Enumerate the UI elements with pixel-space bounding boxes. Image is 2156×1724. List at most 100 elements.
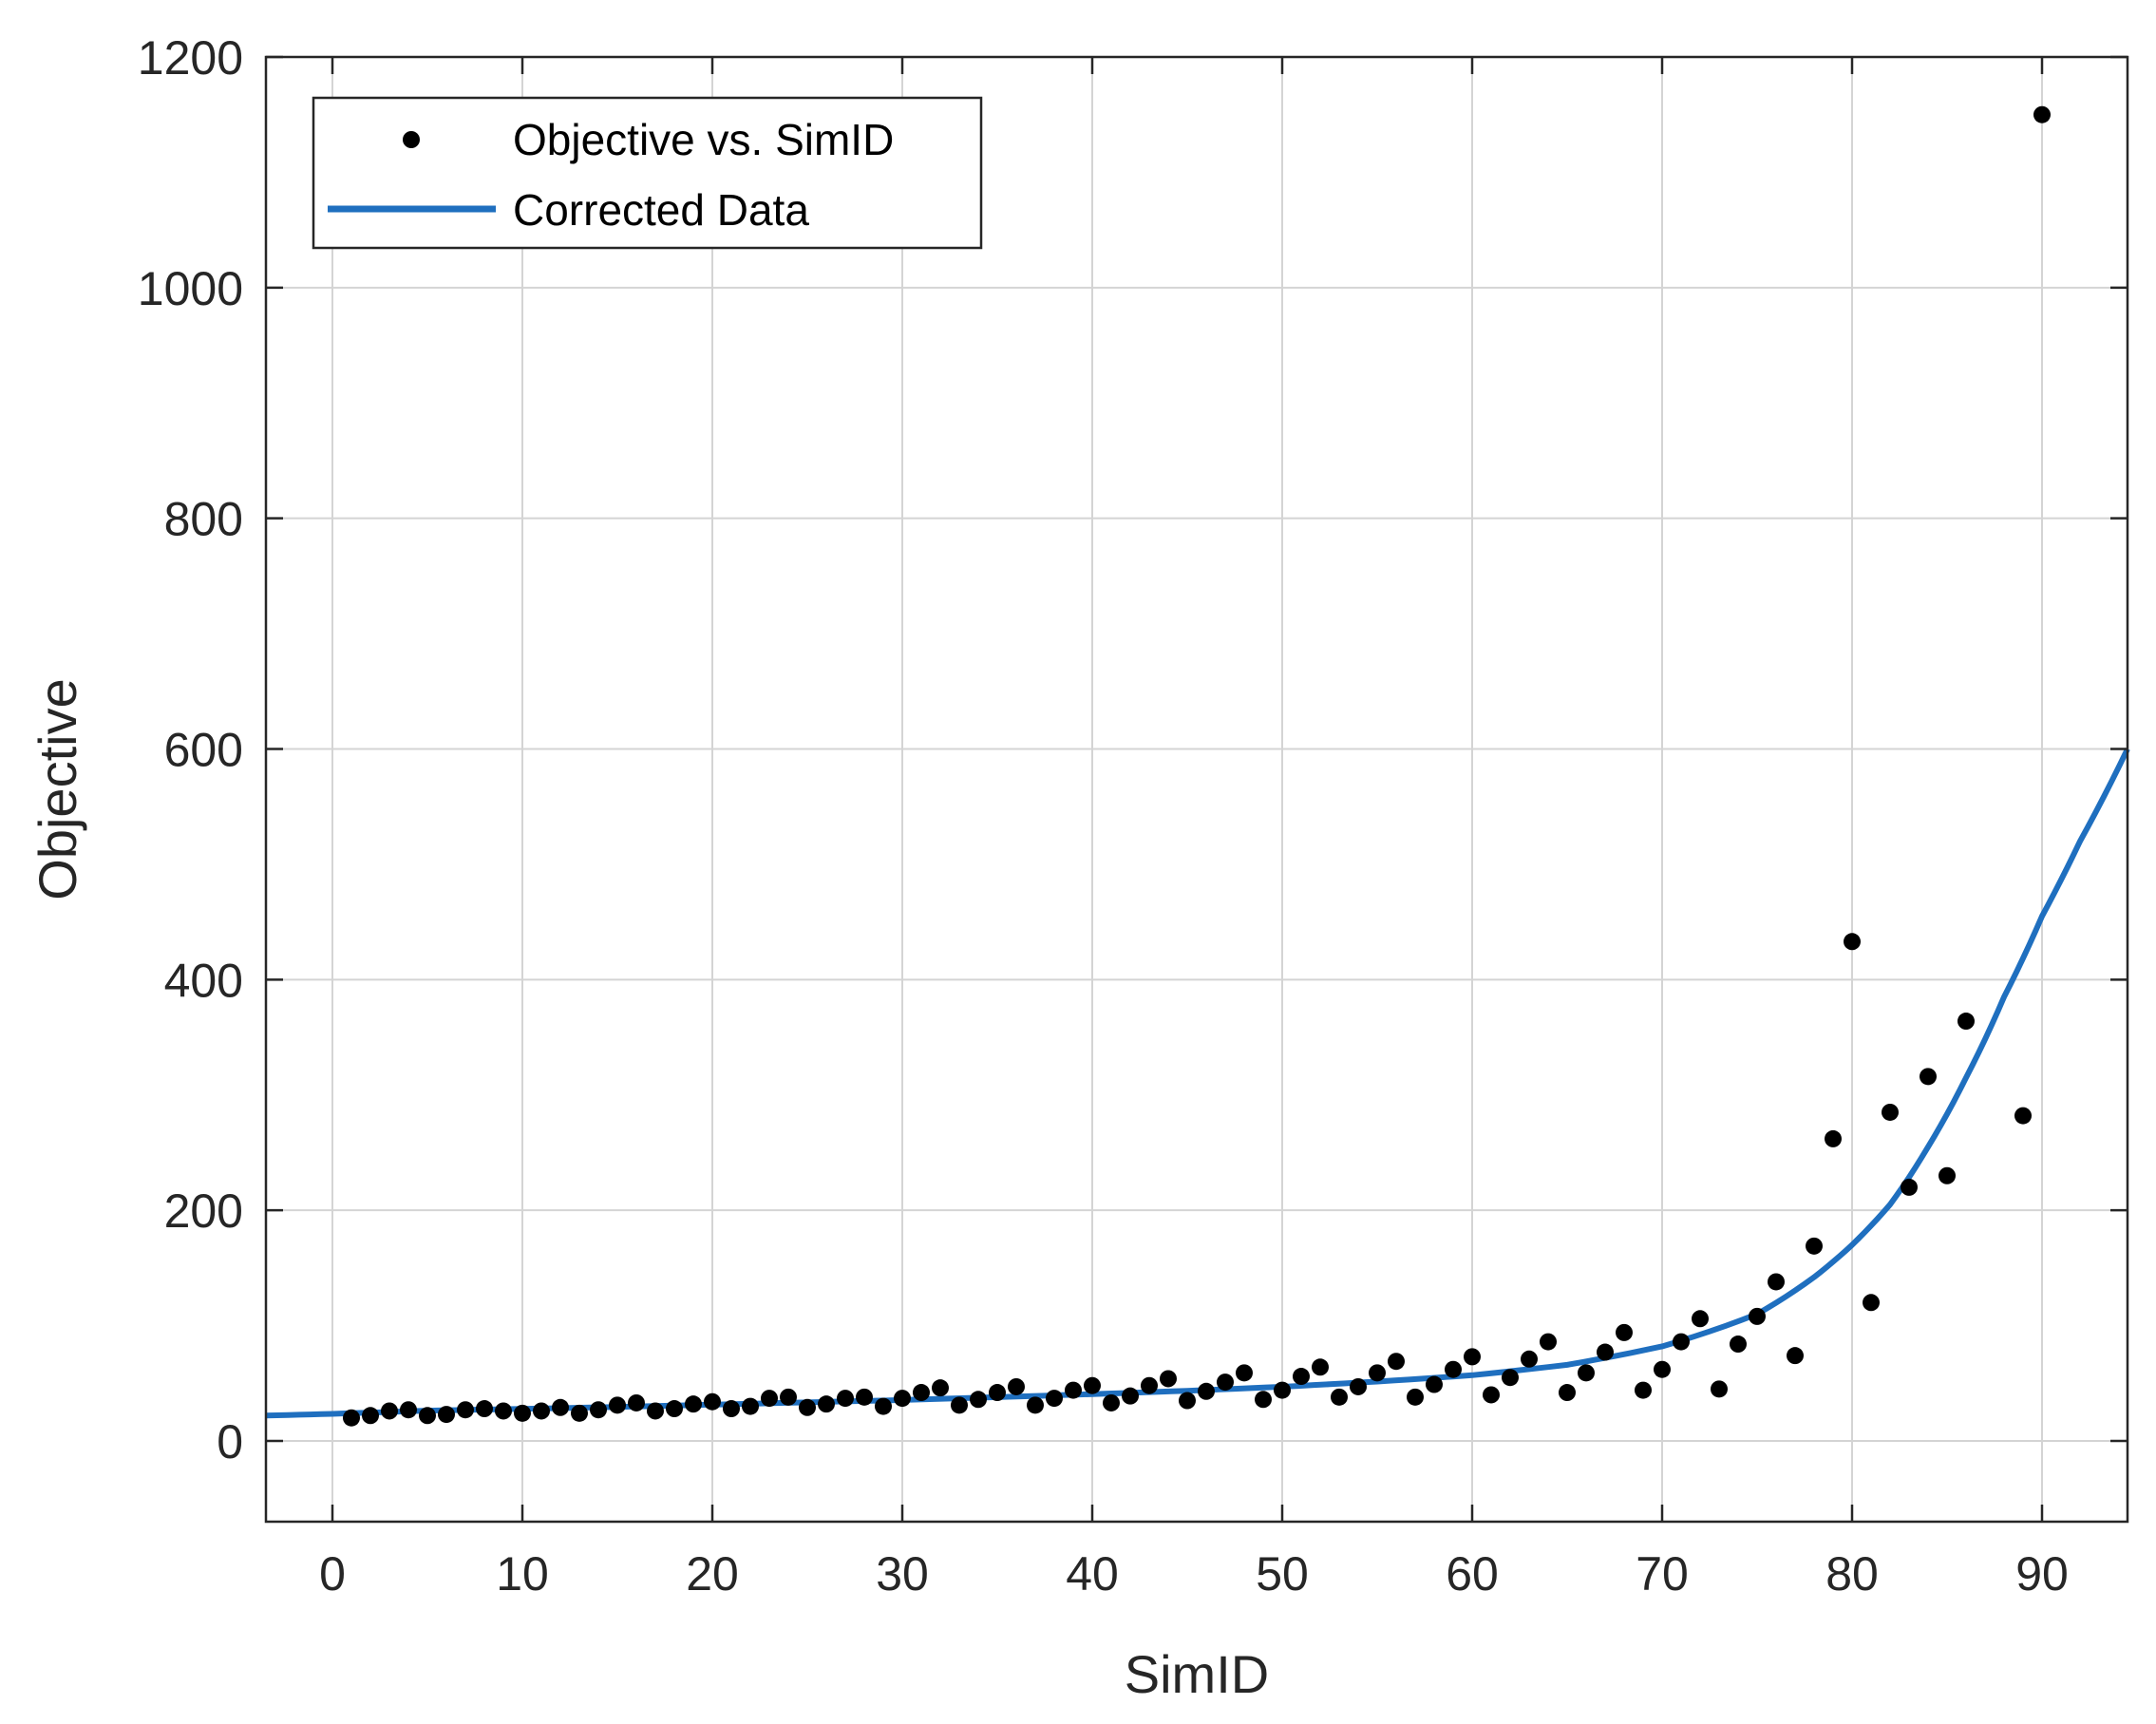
legend: Objective vs. SimID Corrected Data xyxy=(312,96,983,250)
data-point xyxy=(1141,1376,1158,1394)
data-point xyxy=(1445,1360,1462,1378)
data-point xyxy=(989,1384,1006,1402)
x-tick-label: 60 xyxy=(1446,1547,1499,1601)
y-tick-label: 400 xyxy=(164,954,243,1007)
data-point xyxy=(1369,1364,1386,1382)
corrected-data-line xyxy=(265,748,2130,1419)
data-point xyxy=(1331,1388,1348,1406)
data-point xyxy=(837,1390,854,1408)
data-point xyxy=(1597,1343,1614,1361)
data-point xyxy=(1407,1388,1424,1406)
data-point xyxy=(723,1400,740,1418)
data-point xyxy=(1882,1103,1899,1121)
data-point xyxy=(875,1397,892,1415)
data-point xyxy=(381,1402,398,1420)
data-point xyxy=(970,1391,987,1409)
data-point xyxy=(1046,1390,1063,1408)
legend-box xyxy=(312,96,983,250)
data-point xyxy=(1521,1350,1538,1368)
axis-ticks: 0 10 20 30 40 50 60 70 80 90 0 200 400 600 800 1000 1200 xyxy=(138,31,2128,1601)
plot-area xyxy=(264,55,2129,1524)
data-point xyxy=(1957,1013,1975,1031)
data-point xyxy=(761,1390,778,1408)
legend-label-corrected: Corrected Data xyxy=(513,185,809,235)
data-point xyxy=(1787,1347,1804,1365)
data-point xyxy=(1901,1178,1918,1196)
y-tick-label: 600 xyxy=(164,724,243,777)
data-point xyxy=(1806,1237,1823,1255)
data-point xyxy=(1293,1368,1310,1386)
data-point xyxy=(1578,1364,1595,1382)
data-point xyxy=(590,1401,607,1419)
data-point xyxy=(1540,1333,1557,1351)
data-point xyxy=(2014,1107,2032,1125)
data-point xyxy=(457,1401,474,1419)
data-point xyxy=(1559,1384,1576,1402)
data-point xyxy=(1274,1381,1291,1399)
data-point xyxy=(1388,1353,1405,1371)
data-point xyxy=(552,1398,569,1416)
data-point xyxy=(1198,1382,1215,1400)
legend-marker-objective xyxy=(403,131,420,148)
x-tick-label: 40 xyxy=(1066,1547,1119,1601)
x-tick-label: 80 xyxy=(1825,1547,1879,1601)
data-point xyxy=(1616,1323,1633,1341)
data-point xyxy=(704,1392,721,1411)
objective-vs-simid-series xyxy=(343,105,2051,1427)
y-tick-label: 1000 xyxy=(138,262,243,315)
x-tick-label: 70 xyxy=(1636,1547,1689,1601)
data-point xyxy=(1350,1377,1367,1395)
data-point xyxy=(780,1388,797,1406)
data-point xyxy=(1825,1129,1842,1147)
data-point xyxy=(1103,1393,1120,1411)
data-point xyxy=(742,1397,759,1415)
data-point xyxy=(1217,1374,1234,1392)
data-point xyxy=(609,1396,626,1414)
data-point xyxy=(666,1400,683,1418)
data-point xyxy=(476,1400,493,1418)
data-point xyxy=(1920,1068,1937,1086)
data-point xyxy=(495,1402,512,1420)
data-point xyxy=(1844,933,1861,951)
x-tick-label: 90 xyxy=(2015,1547,2069,1601)
data-point xyxy=(932,1379,949,1397)
data-point xyxy=(514,1404,531,1422)
data-point xyxy=(1673,1333,1690,1351)
data-point xyxy=(1084,1376,1101,1394)
x-tick-label: 30 xyxy=(876,1547,929,1601)
data-point xyxy=(419,1407,436,1425)
data-point xyxy=(2033,105,2051,123)
y-tick-label: 800 xyxy=(164,493,243,546)
data-point xyxy=(1768,1273,1785,1291)
data-point xyxy=(438,1406,455,1424)
data-point xyxy=(1863,1294,1880,1312)
data-point xyxy=(1939,1166,1956,1184)
y-tick-label: 200 xyxy=(164,1184,243,1238)
data-point xyxy=(362,1407,379,1425)
y-axis-label: Objective xyxy=(28,678,87,900)
data-point xyxy=(1179,1392,1196,1410)
data-point xyxy=(1236,1364,1253,1382)
data-point xyxy=(856,1388,873,1406)
data-point xyxy=(1160,1370,1177,1388)
data-point xyxy=(799,1398,816,1416)
data-point xyxy=(1122,1387,1139,1405)
y-tick-label: 1200 xyxy=(138,31,243,85)
data-point xyxy=(400,1401,417,1419)
data-point xyxy=(818,1395,835,1413)
data-point xyxy=(343,1409,360,1427)
data-point xyxy=(951,1396,968,1414)
data-point xyxy=(647,1402,664,1420)
data-point xyxy=(1312,1358,1329,1376)
data-point xyxy=(1065,1381,1082,1399)
data-point xyxy=(894,1390,911,1408)
data-point xyxy=(1027,1396,1044,1414)
legend-label-objective: Objective vs. SimID xyxy=(513,115,894,164)
corrected-data-series xyxy=(265,748,2130,1419)
data-point xyxy=(571,1404,588,1422)
data-point xyxy=(1692,1310,1709,1328)
x-axis-label: SimID xyxy=(1125,1644,1269,1704)
data-point xyxy=(1749,1307,1766,1325)
data-point xyxy=(1730,1336,1747,1354)
